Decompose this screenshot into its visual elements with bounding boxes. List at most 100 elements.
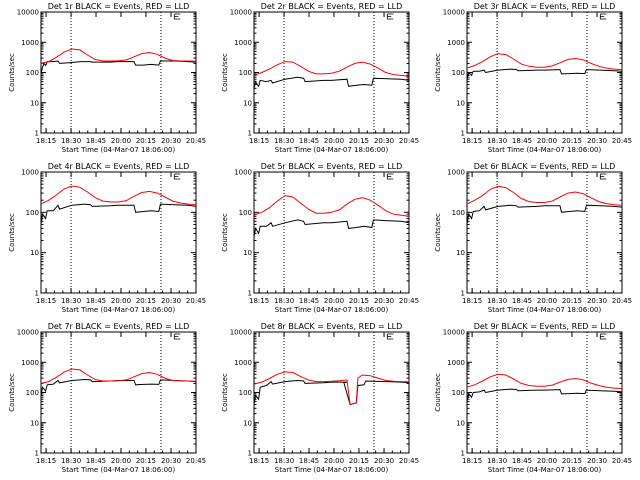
events-series-line — [253, 76, 410, 89]
y-tick-label: 1000 — [21, 39, 39, 47]
y-tick-label: 100 — [239, 209, 252, 217]
bracket-mark — [599, 173, 607, 180]
y-tick-label: 100 — [26, 209, 39, 217]
x-tick-label: 20:45 — [399, 297, 419, 305]
x-tick-label: 18:15 — [249, 457, 269, 465]
chart-panel-5: Det 5r BLACK = Events, RED = LLD 1 10 100 10… — [221, 162, 419, 314]
y-tick-label: 1000 — [234, 169, 252, 177]
bracket-mark — [173, 173, 181, 180]
x-axis: 18:15 18:30 18:45 20:00 20:15 20:30 20:45 — [249, 12, 419, 145]
x-tick-label: 20:00 — [537, 457, 557, 465]
x-axis: 18:15 18:30 18:45 20:00 20:15 20:30 20:45 — [462, 172, 632, 305]
y-tick-label: 100 — [452, 209, 465, 217]
events-series-line — [40, 378, 197, 396]
lld-series-line — [466, 185, 623, 206]
plot-frame — [40, 171, 197, 294]
chart-title: Det 9r BLACK = Events, RED = LLD — [474, 322, 616, 331]
x-tick-label: 18:30 — [487, 137, 507, 145]
y-tick-label: 10 — [30, 99, 39, 107]
y-axis: 1 10 100 1000 10000 — [230, 9, 409, 138]
x-tick-label: 18:15 — [36, 457, 56, 465]
y-tick-label: 10 — [30, 249, 39, 257]
x-axis-label: Start Time (04-Mar-07 18:06:00) — [62, 466, 176, 474]
chart-title: Det 2r BLACK = Events, RED = LLD — [261, 2, 403, 11]
lld-series-line — [253, 61, 410, 77]
y-tick-label: 10 — [456, 249, 465, 257]
x-tick-label: 18:30 — [61, 297, 81, 305]
x-tick-label: 20:15 — [349, 297, 369, 305]
y-tick-label: 100 — [239, 389, 252, 397]
x-tick-label: 20:45 — [612, 297, 632, 305]
y-axis-label: Counts/sec — [221, 213, 229, 252]
plot-frame — [40, 11, 197, 134]
x-tick-label: 20:15 — [349, 137, 369, 145]
x-tick-label: 20:00 — [537, 297, 557, 305]
x-tick-label: 20:00 — [324, 297, 344, 305]
y-tick-label: 100 — [452, 389, 465, 397]
chart-panel-7: Det 7r BLACK = Events, RED = LLD 1 10 100 10… — [8, 322, 206, 474]
x-axis-label: Start Time (04-Mar-07 18:06:00) — [275, 306, 389, 314]
x-axis-label: Start Time (04-Mar-07 18:06:00) — [275, 146, 389, 154]
chart-panel-9: Det 9r BLACK = Events, RED = LLD 1 10 100 10… — [434, 322, 632, 474]
lld-series-line — [466, 53, 623, 71]
y-tick-label: 1 — [248, 290, 252, 298]
lld-series-line — [253, 195, 410, 217]
y-axis: 1 10 100 1000 — [21, 169, 196, 298]
y-axis: 1 10 100 1000 — [234, 169, 409, 298]
x-tick-label: 18:45 — [299, 457, 319, 465]
x-tick-label: 18:15 — [462, 137, 482, 145]
x-tick-label: 20:15 — [562, 457, 582, 465]
x-tick-label: 18:15 — [36, 137, 56, 145]
y-tick-label: 1 — [248, 450, 252, 458]
y-tick-label: 10000 — [230, 9, 252, 17]
events-series-line — [466, 388, 623, 402]
y-axis-label: Counts/sec — [434, 53, 442, 92]
y-axis: 1 10 100 1000 — [447, 169, 622, 298]
x-axis-label: Start Time (04-Mar-07 18:06:00) — [488, 306, 602, 314]
y-tick-label: 10 — [243, 419, 252, 427]
plot-frame — [466, 331, 623, 454]
x-tick-label: 18:45 — [299, 137, 319, 145]
x-tick-label: 20:00 — [111, 297, 131, 305]
x-tick-label: 20:30 — [587, 297, 607, 305]
y-tick-label: 1000 — [234, 359, 252, 367]
y-tick-label: 100 — [26, 69, 39, 77]
x-tick-label: 18:30 — [61, 137, 81, 145]
y-tick-label: 1 — [461, 130, 465, 138]
chart-panel-6: Det 6r BLACK = Events, RED = LLD 1 10 100 10… — [434, 162, 632, 314]
x-tick-label: 18:45 — [299, 297, 319, 305]
chart-panel-3: Det 3r BLACK = Events, RED = LLD 1 10 100 10… — [434, 2, 632, 154]
lld-series-line — [253, 371, 410, 406]
x-tick-label: 20:00 — [111, 457, 131, 465]
y-axis: 1 10 100 1000 10000 — [17, 9, 196, 138]
y-axis-label: Counts/sec — [221, 53, 229, 92]
y-tick-label: 100 — [239, 69, 252, 77]
plot-frame — [466, 11, 623, 134]
x-tick-label: 20:30 — [587, 457, 607, 465]
chart-panel-4: Det 4r BLACK = Events, RED = LLD 1 10 100 10… — [8, 162, 206, 314]
chart-title: Det 1r BLACK = Events, RED = LLD — [48, 2, 190, 11]
chart-title: Det 3r BLACK = Events, RED = LLD — [474, 2, 616, 11]
x-tick-label: 20:30 — [161, 457, 181, 465]
x-axis-label: Start Time (04-Mar-07 18:06:00) — [488, 466, 602, 474]
x-tick-label: 20:45 — [399, 137, 419, 145]
x-axis: 18:15 18:30 18:45 20:00 20:15 20:30 20:45 — [36, 12, 206, 145]
y-tick-label: 100 — [26, 389, 39, 397]
events-series-line — [40, 203, 197, 225]
y-tick-label: 10000 — [443, 329, 465, 337]
x-tick-label: 18:15 — [462, 297, 482, 305]
x-tick-label: 18:45 — [512, 137, 532, 145]
chart-title: Det 7r BLACK = Events, RED = LLD — [48, 322, 190, 331]
x-axis: 18:15 18:30 18:45 20:00 20:15 20:30 20:45 — [462, 12, 632, 145]
x-axis: 18:15 18:30 18:45 20:00 20:15 20:30 20:45 — [249, 172, 419, 305]
x-tick-label: 18:15 — [249, 297, 269, 305]
x-axis-label: Start Time (04-Mar-07 18:06:00) — [275, 466, 389, 474]
plot-frame — [40, 331, 197, 454]
x-tick-label: 20:45 — [186, 457, 206, 465]
bracket-mark — [599, 333, 607, 340]
y-axis-label: Counts/sec — [8, 53, 16, 92]
y-tick-label: 10 — [243, 99, 252, 107]
x-tick-label: 18:45 — [86, 137, 106, 145]
x-axis-label: Start Time (04-Mar-07 18:06:00) — [62, 306, 176, 314]
